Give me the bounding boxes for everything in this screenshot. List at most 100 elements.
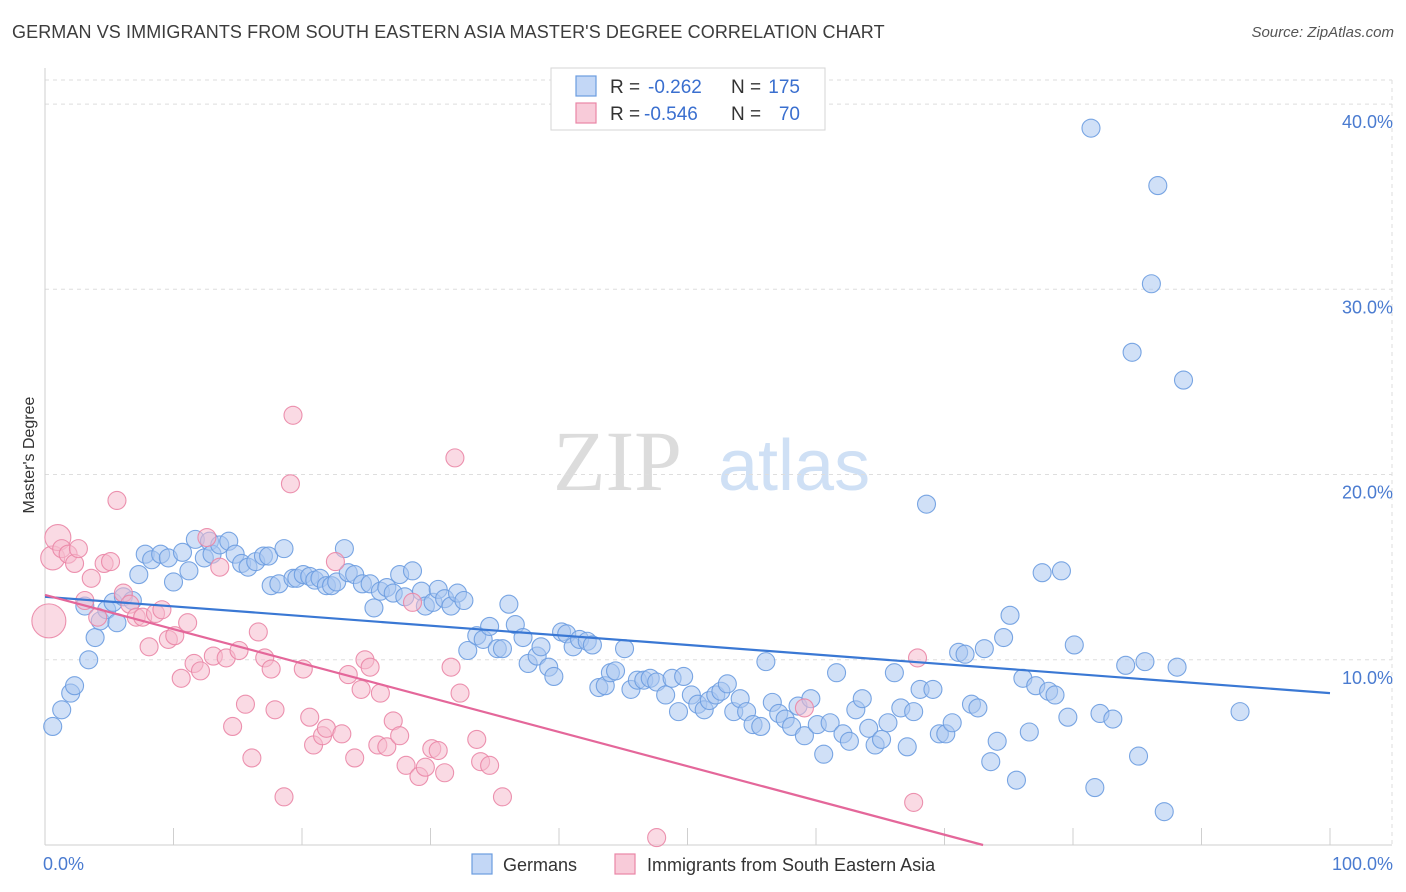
data-point xyxy=(428,740,448,761)
data-point xyxy=(1103,709,1123,729)
data-point xyxy=(107,490,127,511)
data-point xyxy=(402,592,423,612)
legend-r-label-2: R = xyxy=(610,104,640,125)
data-point xyxy=(1122,342,1142,362)
data-point xyxy=(1154,802,1174,822)
data-point xyxy=(499,594,519,614)
data-point xyxy=(878,713,898,733)
data-point xyxy=(1085,778,1105,798)
data-point xyxy=(334,539,354,559)
data-point xyxy=(65,676,85,696)
legend-r-value-immigrants: -0.546 xyxy=(644,104,698,125)
data-point xyxy=(827,663,847,683)
data-point xyxy=(139,637,159,657)
data-point xyxy=(674,666,694,686)
bottom-legend-swatch-immigrants xyxy=(614,853,636,875)
data-point xyxy=(1173,370,1194,390)
legend-r-value-germans: -0.262 xyxy=(648,77,702,98)
correlation-legend: R = -0.262 N = 175 R = -0.546 N = 70 xyxy=(550,67,826,131)
bottom-legend-swatch-germans xyxy=(471,853,493,875)
data-point xyxy=(852,689,872,709)
data-point xyxy=(100,552,121,572)
data-point xyxy=(129,565,149,585)
data-point xyxy=(242,748,262,768)
data-point xyxy=(814,744,834,764)
data-point xyxy=(974,639,994,659)
legend-n-label-2: N = xyxy=(731,104,761,125)
data-point xyxy=(1141,274,1161,294)
data-point xyxy=(923,679,943,699)
points xyxy=(31,118,1250,848)
data-point xyxy=(480,616,500,636)
data-point xyxy=(152,600,172,620)
data-point xyxy=(492,787,513,807)
data-point xyxy=(43,716,63,737)
data-point xyxy=(338,665,358,685)
data-point xyxy=(916,494,937,514)
data-point xyxy=(402,561,423,581)
legend-n-value-immigrants: 70 xyxy=(779,104,800,125)
data-point xyxy=(415,757,435,777)
data-point xyxy=(1051,561,1071,581)
data-point xyxy=(179,561,199,581)
data-point xyxy=(265,700,285,720)
data-point xyxy=(210,557,230,577)
data-point xyxy=(1081,118,1101,138)
data-point xyxy=(300,707,320,727)
data-point xyxy=(820,713,840,733)
data-point xyxy=(794,726,814,746)
data-point xyxy=(445,448,465,468)
data-point xyxy=(544,666,564,686)
data-point xyxy=(955,644,975,664)
data-point xyxy=(248,622,268,642)
data-point xyxy=(325,552,345,572)
data-point xyxy=(1000,605,1020,625)
x-tick-label-min: 0.0% xyxy=(43,854,84,874)
data-point xyxy=(1058,707,1078,727)
y-tick-label: 10.0% xyxy=(1342,668,1393,688)
data-point xyxy=(1128,746,1149,766)
watermark-zip: ZIP xyxy=(553,413,682,509)
data-point xyxy=(614,639,635,659)
data-point xyxy=(283,405,303,425)
data-point xyxy=(1230,702,1250,722)
data-point xyxy=(450,683,470,703)
data-point xyxy=(52,700,72,720)
data-point xyxy=(351,679,371,699)
data-point xyxy=(31,603,67,639)
data-point xyxy=(782,716,802,737)
data-point xyxy=(1167,657,1187,677)
data-point xyxy=(259,546,279,566)
data-point xyxy=(884,663,904,683)
legend-n-value-germans: 175 xyxy=(768,77,800,98)
trend-line-immigrants xyxy=(44,593,984,847)
data-point xyxy=(261,659,281,679)
data-point xyxy=(441,657,461,677)
source-label: Source: ZipAtlas.com xyxy=(1251,24,1394,41)
watermark-atlas: atlas xyxy=(718,426,870,506)
data-point xyxy=(235,694,256,714)
legend-n-label: N = xyxy=(731,77,761,98)
data-point xyxy=(396,755,416,775)
data-point xyxy=(274,539,294,559)
data-point xyxy=(480,755,500,775)
data-point xyxy=(345,748,365,768)
series-germans xyxy=(43,118,1250,822)
data-point xyxy=(668,702,689,722)
data-point xyxy=(223,716,243,737)
data-point xyxy=(994,627,1014,648)
data-point xyxy=(1148,176,1168,196)
data-point xyxy=(605,661,626,681)
data-point xyxy=(1064,635,1084,655)
data-point xyxy=(163,572,184,592)
data-point xyxy=(531,637,551,657)
chart-title: GERMAN VS IMMIGRANTS FROM SOUTH EASTERN … xyxy=(12,22,885,42)
series-legend: Germans Immigrants from South Eastern As… xyxy=(471,853,936,875)
data-point xyxy=(968,698,988,718)
legend-swatch-germans xyxy=(575,75,597,97)
data-point xyxy=(492,639,513,659)
data-point xyxy=(178,613,198,633)
data-point xyxy=(377,737,397,757)
data-point xyxy=(458,640,478,661)
